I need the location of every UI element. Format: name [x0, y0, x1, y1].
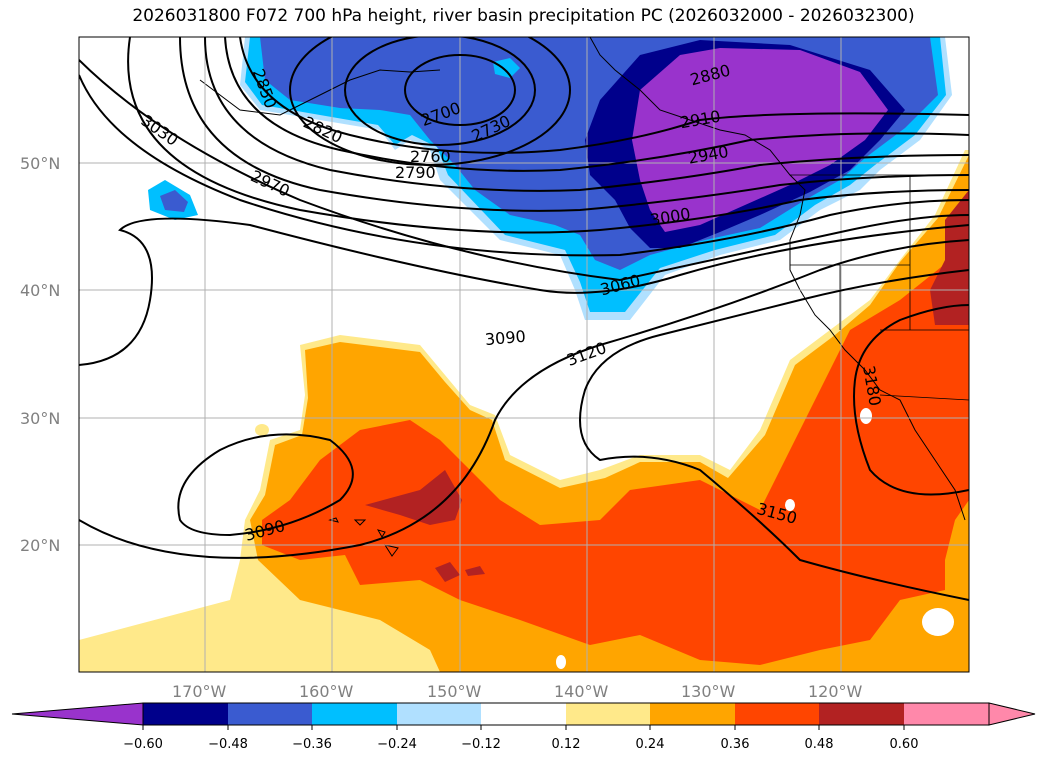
colorbar-tick-label: 0.24 — [636, 737, 665, 752]
colorbar-bin — [819, 703, 904, 725]
lon-label: 150°W — [427, 682, 482, 701]
precip-positive-darkred-3 — [435, 562, 485, 582]
lat-label: 20°N — [20, 536, 60, 555]
colorbar-bin — [735, 703, 819, 725]
precip-negative-patch-2 — [493, 58, 520, 78]
colorbar-extend-neg — [11, 702, 144, 726]
precip-patch — [255, 424, 269, 436]
lon-label: 130°W — [681, 682, 736, 701]
colorbar-bin — [143, 703, 228, 725]
coastline-alaska — [199, 69, 441, 116]
lat-label: 30°N — [20, 409, 60, 428]
map-title: 2026031800 F072 700 hPa height, river ba… — [132, 6, 915, 26]
precip-hole — [860, 408, 872, 424]
colorbar-tick-label: −0.24 — [377, 737, 417, 752]
colorbar-tick-label: 0.12 — [552, 737, 581, 752]
colorbar-bin — [397, 703, 481, 725]
coastline-north-america — [589, 37, 966, 521]
colorbar-tick-label: −0.36 — [292, 737, 332, 752]
colorbar-bin — [312, 703, 397, 725]
precip-positive-darkred — [365, 470, 462, 525]
precip-hole — [556, 655, 566, 669]
contour-label: 2790 — [395, 163, 436, 182]
map-frame — [78, 36, 970, 673]
colorbar: −0.60 −0.48 −0.36 −0.24 −0.12 0.12 0.24 … — [11, 702, 1036, 752]
precip-negative-patch-core — [160, 190, 188, 212]
colorbar-bin — [228, 703, 312, 725]
lat-label: 50°N — [20, 154, 60, 173]
contour-label: 2760 — [410, 147, 451, 166]
colorbar-bin — [566, 703, 650, 725]
height-contours — [79, 37, 969, 601]
precip-hole — [922, 608, 954, 636]
precip-positive-red — [262, 250, 969, 665]
colorbar-tick-label: 0.36 — [721, 737, 750, 752]
colorbar-extend-pos — [988, 702, 1036, 726]
colorbar-tick-label: −0.60 — [123, 737, 163, 752]
lon-label: 120°W — [808, 682, 863, 701]
colorbar-bin — [904, 703, 989, 725]
colorbar-tick-label: 0.60 — [890, 737, 919, 752]
precip-positive-darkred-2 — [930, 190, 969, 325]
lat-label: 40°N — [20, 281, 60, 300]
borders — [790, 174, 969, 401]
lon-label: 140°W — [554, 682, 609, 701]
contour-label: 3090 — [484, 327, 526, 349]
lon-label: 160°W — [299, 682, 354, 701]
precip-hole — [785, 499, 795, 511]
colorbar-bin — [481, 703, 566, 725]
lon-label: 170°W — [172, 682, 227, 701]
colorbar-bin — [650, 703, 735, 725]
colorbar-tick-label: 0.48 — [805, 737, 834, 752]
colorbar-tick-label: −0.48 — [208, 737, 248, 752]
hawaii-islands — [328, 517, 399, 557]
colorbar-tick-label: −0.12 — [461, 737, 501, 752]
colorbar-tickmarks — [142, 725, 905, 730]
